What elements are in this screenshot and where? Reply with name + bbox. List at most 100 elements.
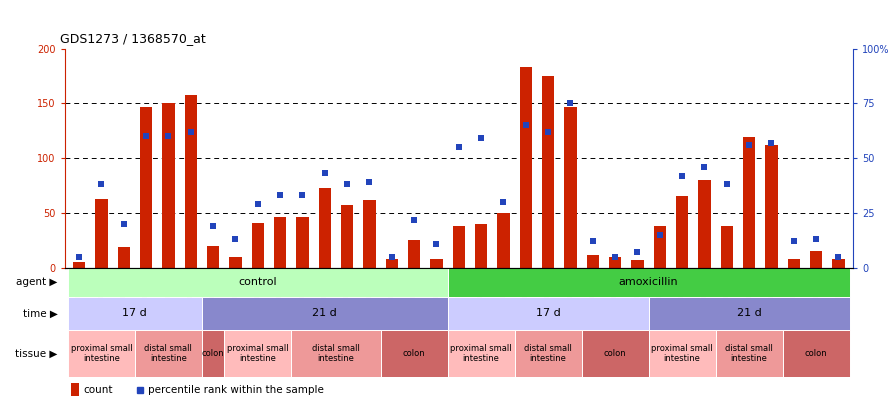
Point xyxy=(116,221,131,227)
Bar xyxy=(497,213,510,268)
Bar xyxy=(810,251,823,268)
Bar xyxy=(649,330,716,377)
Point xyxy=(251,201,265,207)
Bar xyxy=(654,226,666,268)
Text: agent ▶: agent ▶ xyxy=(16,277,58,287)
Bar xyxy=(448,330,514,377)
Bar xyxy=(788,259,800,268)
Bar xyxy=(381,330,448,377)
Bar xyxy=(297,217,308,268)
Bar xyxy=(765,145,778,268)
Point xyxy=(295,192,309,198)
Point xyxy=(184,129,198,135)
Text: 21 d: 21 d xyxy=(313,309,337,318)
Bar xyxy=(73,262,85,268)
Point xyxy=(719,181,734,188)
Point xyxy=(675,173,689,179)
Bar xyxy=(135,330,202,377)
Text: control: control xyxy=(238,277,277,287)
Text: proximal small
intestine: proximal small intestine xyxy=(71,344,133,363)
Bar xyxy=(452,226,465,268)
Bar xyxy=(716,330,782,377)
Point xyxy=(697,164,711,170)
Text: GDS1273 / 1368570_at: GDS1273 / 1368570_at xyxy=(60,32,206,45)
Text: 21 d: 21 d xyxy=(737,309,762,318)
Bar xyxy=(587,255,599,268)
Bar xyxy=(340,205,353,268)
Text: proximal small
intestine: proximal small intestine xyxy=(651,344,713,363)
Point xyxy=(429,240,444,247)
Text: distal small
intestine: distal small intestine xyxy=(524,344,572,363)
Bar xyxy=(185,95,197,268)
Bar xyxy=(448,297,649,330)
Bar xyxy=(448,268,849,297)
Point xyxy=(139,133,153,139)
Bar xyxy=(408,240,420,268)
Text: colon: colon xyxy=(403,349,426,358)
Text: 17 d: 17 d xyxy=(123,309,147,318)
Bar xyxy=(520,67,532,268)
Bar xyxy=(95,199,108,268)
Bar xyxy=(609,257,621,268)
Point xyxy=(474,135,488,142)
Point xyxy=(831,254,846,260)
Text: colon: colon xyxy=(202,349,224,358)
Bar xyxy=(291,330,381,377)
Text: colon: colon xyxy=(604,349,626,358)
Point xyxy=(384,254,399,260)
Text: proximal small
intestine: proximal small intestine xyxy=(451,344,512,363)
Point xyxy=(519,122,533,128)
Bar xyxy=(363,200,375,268)
Bar xyxy=(229,257,242,268)
Bar xyxy=(430,259,443,268)
Bar xyxy=(385,259,398,268)
Bar xyxy=(720,226,733,268)
Text: distal small
intestine: distal small intestine xyxy=(725,344,773,363)
Bar xyxy=(202,297,448,330)
Bar xyxy=(564,107,577,268)
Point xyxy=(228,236,243,243)
Bar xyxy=(202,330,224,377)
Bar xyxy=(514,330,582,377)
Bar xyxy=(72,383,79,396)
Point xyxy=(630,249,644,256)
Point xyxy=(608,254,623,260)
Text: percentile rank within the sample: percentile rank within the sample xyxy=(148,385,323,395)
Text: colon: colon xyxy=(805,349,827,358)
Point xyxy=(452,144,466,150)
Point xyxy=(541,129,556,135)
Bar xyxy=(224,330,291,377)
Bar xyxy=(117,247,130,268)
Bar xyxy=(698,180,711,268)
Bar xyxy=(582,330,649,377)
Point xyxy=(742,142,756,148)
Point xyxy=(206,223,220,229)
Bar xyxy=(632,260,643,268)
Bar xyxy=(68,330,135,377)
Point xyxy=(273,192,288,198)
Text: distal small
intestine: distal small intestine xyxy=(312,344,360,363)
Bar xyxy=(68,268,448,297)
Bar xyxy=(832,259,845,268)
Point xyxy=(340,181,354,188)
Point xyxy=(809,236,823,243)
Point xyxy=(161,133,176,139)
Point xyxy=(564,100,578,107)
Bar xyxy=(782,330,849,377)
Point xyxy=(317,170,332,177)
Bar xyxy=(162,103,175,268)
Text: proximal small
intestine: proximal small intestine xyxy=(227,344,289,363)
Point xyxy=(787,238,801,245)
Point xyxy=(72,254,86,260)
Bar xyxy=(274,217,286,268)
Bar xyxy=(140,107,152,268)
Text: tissue ▶: tissue ▶ xyxy=(15,348,58,358)
Point xyxy=(407,216,421,223)
Point xyxy=(764,140,779,146)
Bar xyxy=(319,188,331,268)
Bar xyxy=(68,297,202,330)
Bar xyxy=(649,297,849,330)
Point xyxy=(496,199,511,205)
Point xyxy=(362,179,376,185)
Bar xyxy=(676,196,688,268)
